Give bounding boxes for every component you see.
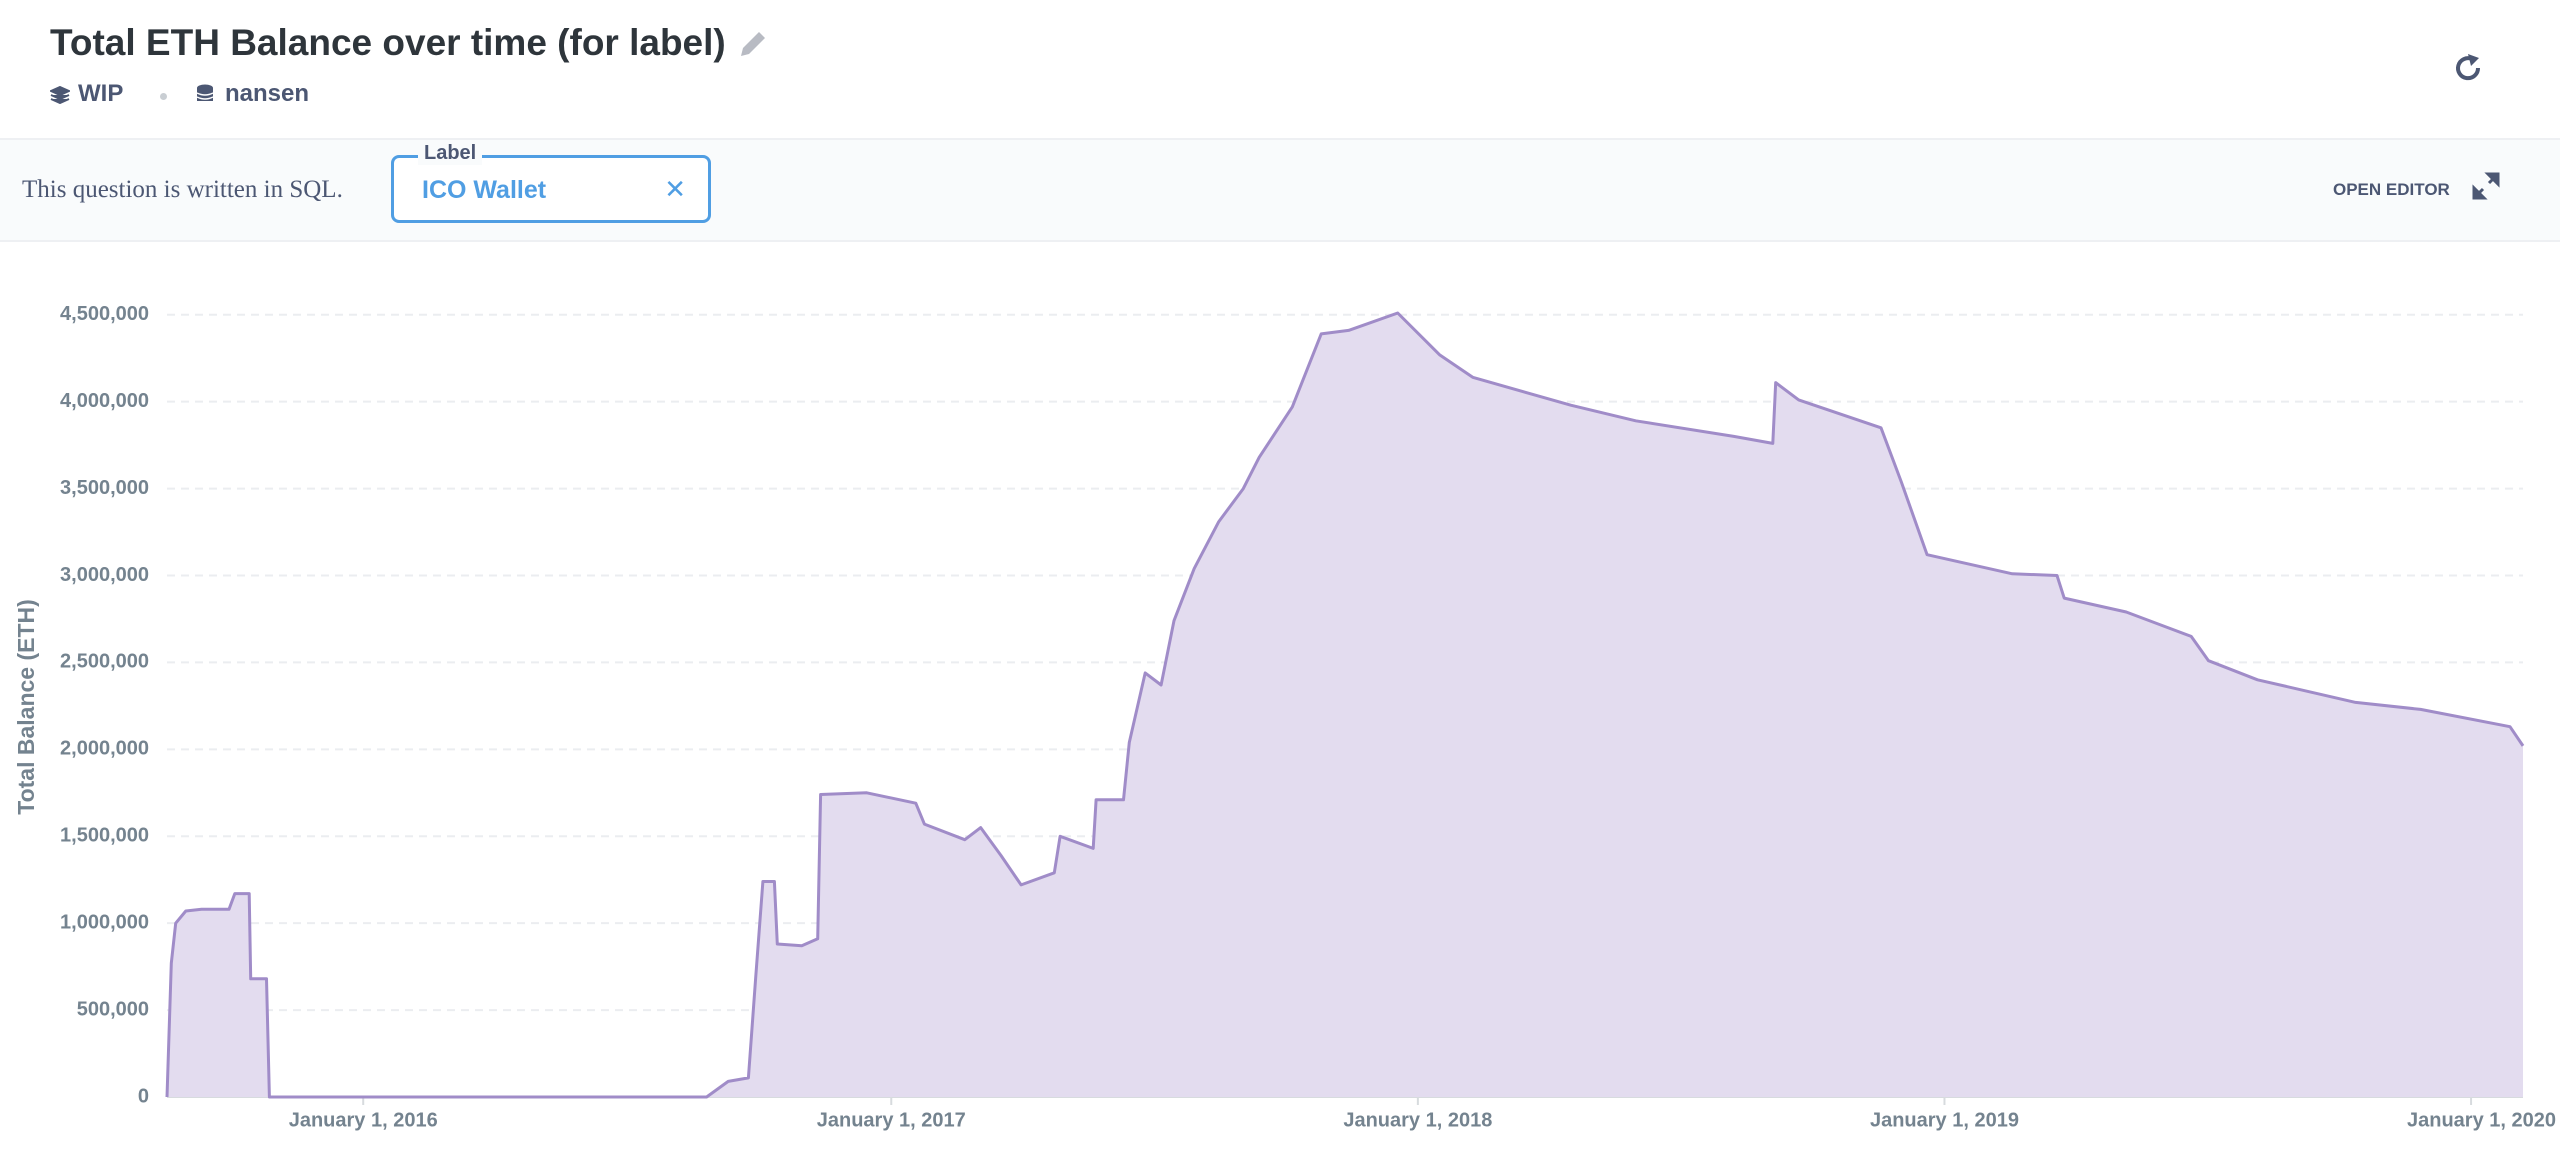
y-tick-label: 500,000 — [77, 998, 149, 1020]
edit-icon[interactable] — [735, 28, 769, 62]
open-editor-button[interactable]: OPEN EDITOR — [2333, 180, 2450, 199]
x-tick-label: January 1, 2018 — [1343, 1109, 1492, 1131]
label-filter[interactable]: Label ICO Wallet ✕ — [391, 142, 711, 223]
y-tick-label: 3,000,000 — [60, 564, 149, 586]
header: Total ETH Balance over time (for label) … — [0, 0, 2560, 140]
x-tick-label: January 1, 2019 — [1870, 1109, 2019, 1131]
y-tick-label: 2,000,000 — [60, 738, 149, 760]
y-tick-label: 1,500,000 — [60, 825, 149, 847]
filter-value: ICO Wallet — [422, 176, 547, 204]
question-title: Total ETH Balance over time (for label) — [50, 22, 726, 63]
sql-note: This question is written in SQL. — [22, 176, 343, 203]
y-tick-label: 0 — [138, 1085, 149, 1107]
filter-label: Label — [418, 142, 483, 165]
filter-bar: This question is written in SQL. Label I… — [0, 140, 2560, 242]
chart: Total Balance (ETH) 0 500,000 1,000,000 1,5… — [13, 303, 2556, 1131]
x-tick-label: January 1, 2020 — [2407, 1109, 2556, 1131]
refresh-button[interactable] — [2452, 52, 2484, 84]
collection-icon — [50, 86, 70, 104]
y-tick-label: 3,500,000 — [60, 477, 149, 499]
y-tick-label: 1,000,000 — [60, 911, 149, 933]
x-tick-label: January 1, 2017 — [817, 1109, 966, 1131]
y-tick-label: 4,500,000 — [60, 303, 149, 325]
database-link[interactable]: nansen — [225, 80, 310, 107]
separator — [160, 93, 167, 100]
clear-filter[interactable]: ✕ — [664, 174, 686, 204]
area-line — [165, 311, 2525, 1099]
y-tick-label: 2,500,000 — [60, 651, 149, 673]
y-tick-label: 4,000,000 — [60, 390, 149, 412]
y-axis-label: Total Balance (ETH) — [13, 599, 39, 815]
x-tick-label: January 1, 2016 — [289, 1109, 438, 1131]
collection-link[interactable]: WIP — [78, 80, 124, 107]
database-icon — [196, 84, 214, 101]
area-fill — [167, 313, 2523, 1097]
expand-icon[interactable] — [2470, 170, 2502, 202]
